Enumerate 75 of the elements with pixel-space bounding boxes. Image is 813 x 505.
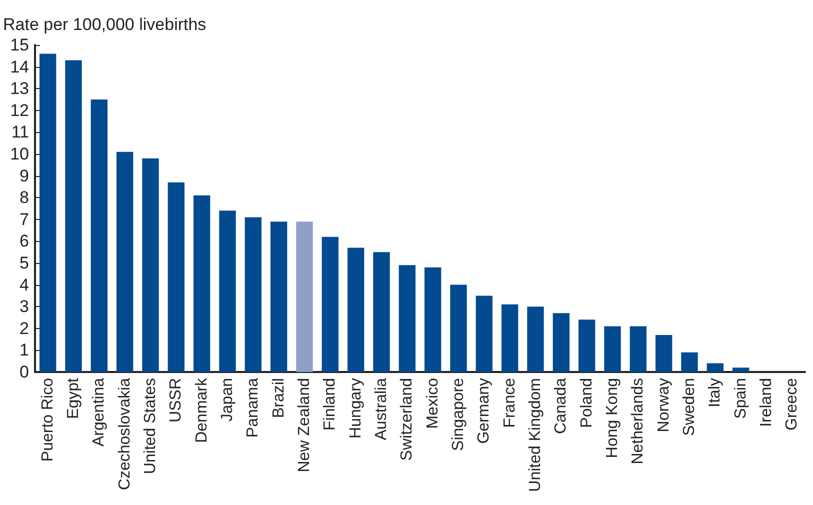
x-tick-label: Greece [784,378,801,430]
x-tick-label: Australia [373,378,390,440]
y-tick-label: 7 [20,210,29,229]
bar [296,222,313,372]
bar [501,304,518,372]
bar [655,334,672,372]
y-tick-label: 10 [10,144,29,164]
bar [527,306,544,372]
bar [681,352,698,372]
x-tick-label: Norway [655,378,672,432]
bar [116,152,134,372]
y-tick-label: 0 [20,362,29,382]
x-tick-label: Puerto Rico [39,378,56,462]
x-tick-label: Germany [476,378,493,444]
y-tick-label: 12 [10,100,29,120]
bar [244,217,262,372]
bar [552,313,570,372]
y-axis-title: Rate per 100,000 livebirths [3,15,206,34]
bar [706,363,724,372]
x-tick-label: United States [142,378,159,474]
y-tick-label: 15 [10,36,29,54]
bar [476,296,493,372]
bar [347,248,364,372]
y-tick-label: 13 [10,79,29,98]
y-tick-label: 8 [20,188,29,208]
x-tick-label: Sweden [681,378,698,436]
y-tick-label: 4 [20,275,29,294]
x-tick-label: Mexico [424,378,442,429]
x-tick-label: Argentina [90,378,108,446]
y-tick-label: 1 [20,340,29,360]
bar [142,158,159,372]
x-tick-label: Egypt [65,377,82,419]
bar [424,267,442,372]
x-tick-label: USSR [168,378,185,422]
x-tick-label: Switzerland [398,378,416,461]
x-tick-label: Czechoslovakia [116,378,134,490]
x-tick-label: United Kingdom [527,378,544,492]
x-tick-label: Singapore [450,378,467,451]
y-tick-label: 2 [20,318,29,338]
x-tick-label: Hungary [347,378,364,438]
bar [578,320,596,372]
x-tick-label: Poland [578,378,596,428]
bar [450,284,467,372]
x-tick-label: Brazil [270,378,288,418]
bar [322,236,339,372]
x-tick-label: Finland [322,378,339,430]
bar [39,54,56,372]
y-tick-label: 6 [20,232,29,251]
x-tick-label: Ireland [758,378,775,427]
bar [219,210,236,372]
y-tick-label: 14 [10,57,29,76]
x-tick-label: France [501,378,518,428]
bar [65,60,82,372]
x-tick-label: Italy [706,378,724,408]
x-tick-label: Canada [552,378,570,434]
bar [604,326,621,372]
bar [373,252,390,372]
bar [270,222,288,372]
bar [398,265,416,372]
x-tick-label: Spain [732,378,750,419]
y-tick-label: 11 [11,122,29,142]
x-tick-label: Japan [219,378,236,422]
x-tick-label: New Zealand [296,378,313,472]
x-tick-label: Netherlands [630,378,647,464]
y-tick-label: 9 [20,166,29,186]
bar [90,100,108,372]
bar [630,326,647,372]
y-tick-label: 3 [20,297,29,316]
x-tick-label: Panama [244,378,262,438]
x-tick-label: Hong Kong [604,378,621,458]
x-tick-label: Denmark [193,377,210,443]
bar [732,368,750,372]
bar [193,195,210,372]
bar [168,182,185,372]
y-tick-label: 5 [20,254,29,272]
